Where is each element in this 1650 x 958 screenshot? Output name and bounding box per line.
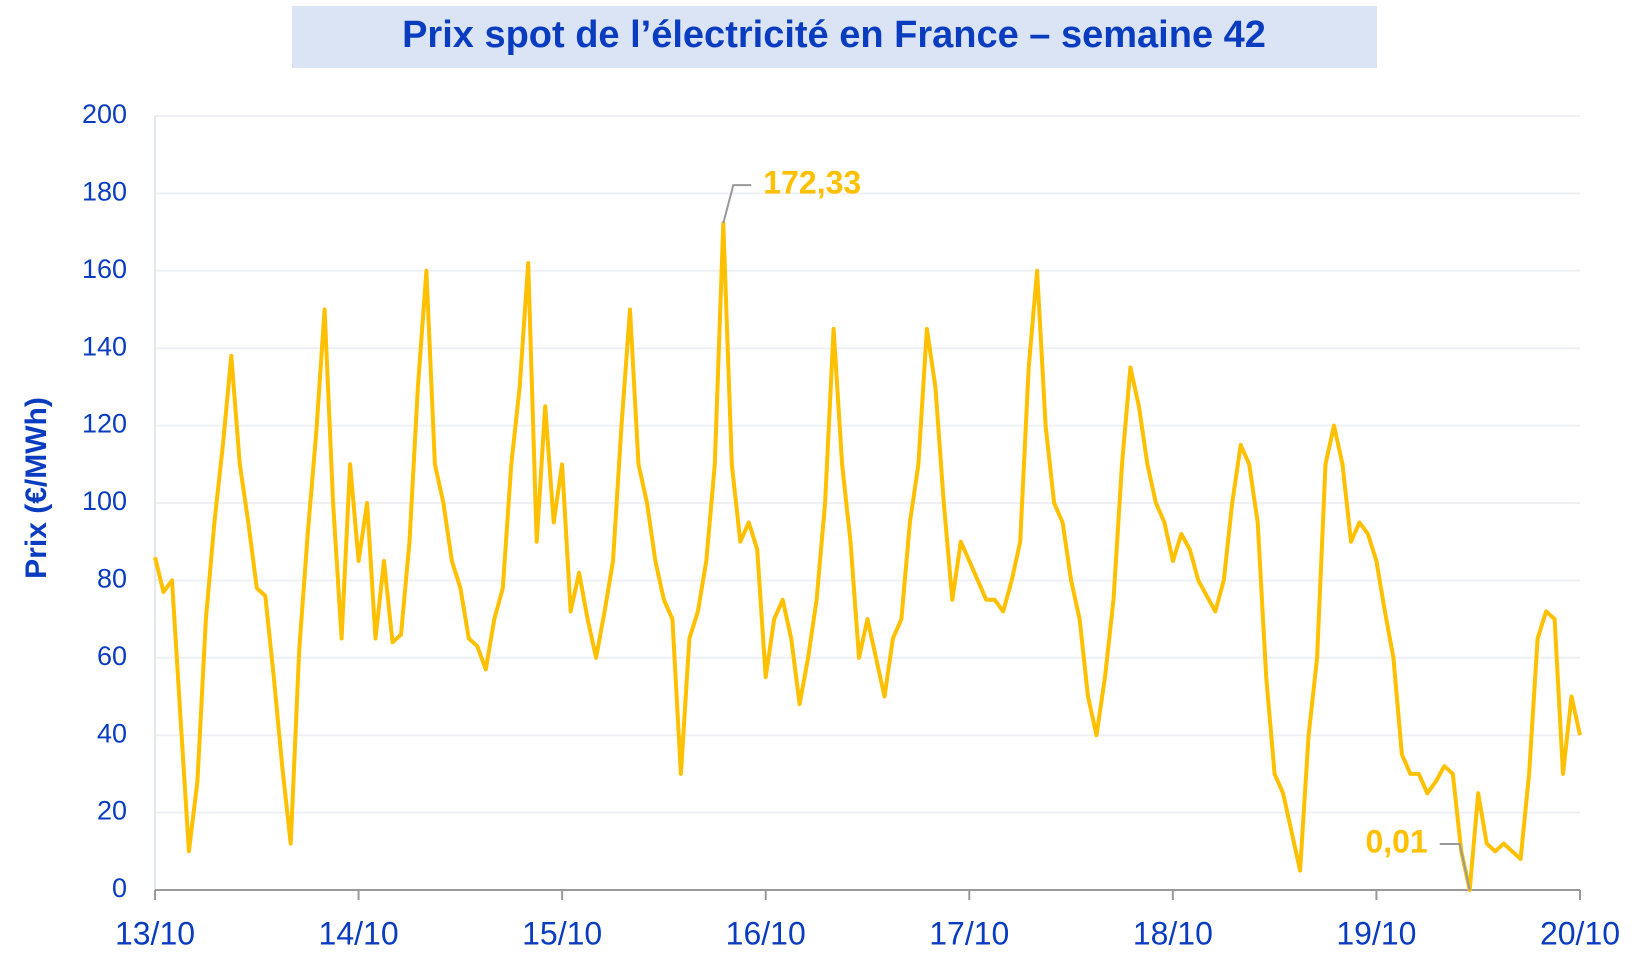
chart-title: Prix spot de l’électricité en France – s… [402, 14, 1266, 56]
y-tick-label: 80 [97, 564, 127, 594]
y-tick-label: 100 [82, 486, 127, 516]
y-axis-label: Prix (€/MWh) [20, 397, 53, 579]
annotation-leader [722, 184, 752, 224]
x-tick-label: 15/10 [522, 915, 602, 951]
y-tick-label: 0 [112, 873, 127, 903]
x-tick-label: 13/10 [115, 915, 195, 951]
y-tick-label: 200 [82, 99, 127, 129]
y-tick-label: 120 [82, 409, 127, 439]
y-tick-label: 180 [82, 177, 127, 207]
y-tick-label: 60 [97, 641, 127, 671]
x-tick-label: 19/10 [1336, 915, 1416, 951]
annotation-label: 172,33 [763, 165, 861, 201]
y-tick-label: 140 [82, 331, 127, 361]
x-tick-label: 17/10 [929, 915, 1009, 951]
annotation-label: 0,01 [1365, 823, 1427, 859]
x-tick-label: 20/10 [1540, 915, 1620, 951]
title-box [292, 6, 1377, 68]
x-tick-label: 16/10 [726, 915, 806, 951]
y-tick-label: 160 [82, 254, 127, 284]
price-line [153, 221, 1582, 892]
y-tick-label: 20 [97, 796, 127, 826]
x-tick-label: 18/10 [1133, 915, 1213, 951]
annotation-leader [1439, 842, 1471, 891]
x-tick-label: 14/10 [319, 915, 399, 951]
y-tick-label: 40 [97, 718, 127, 748]
